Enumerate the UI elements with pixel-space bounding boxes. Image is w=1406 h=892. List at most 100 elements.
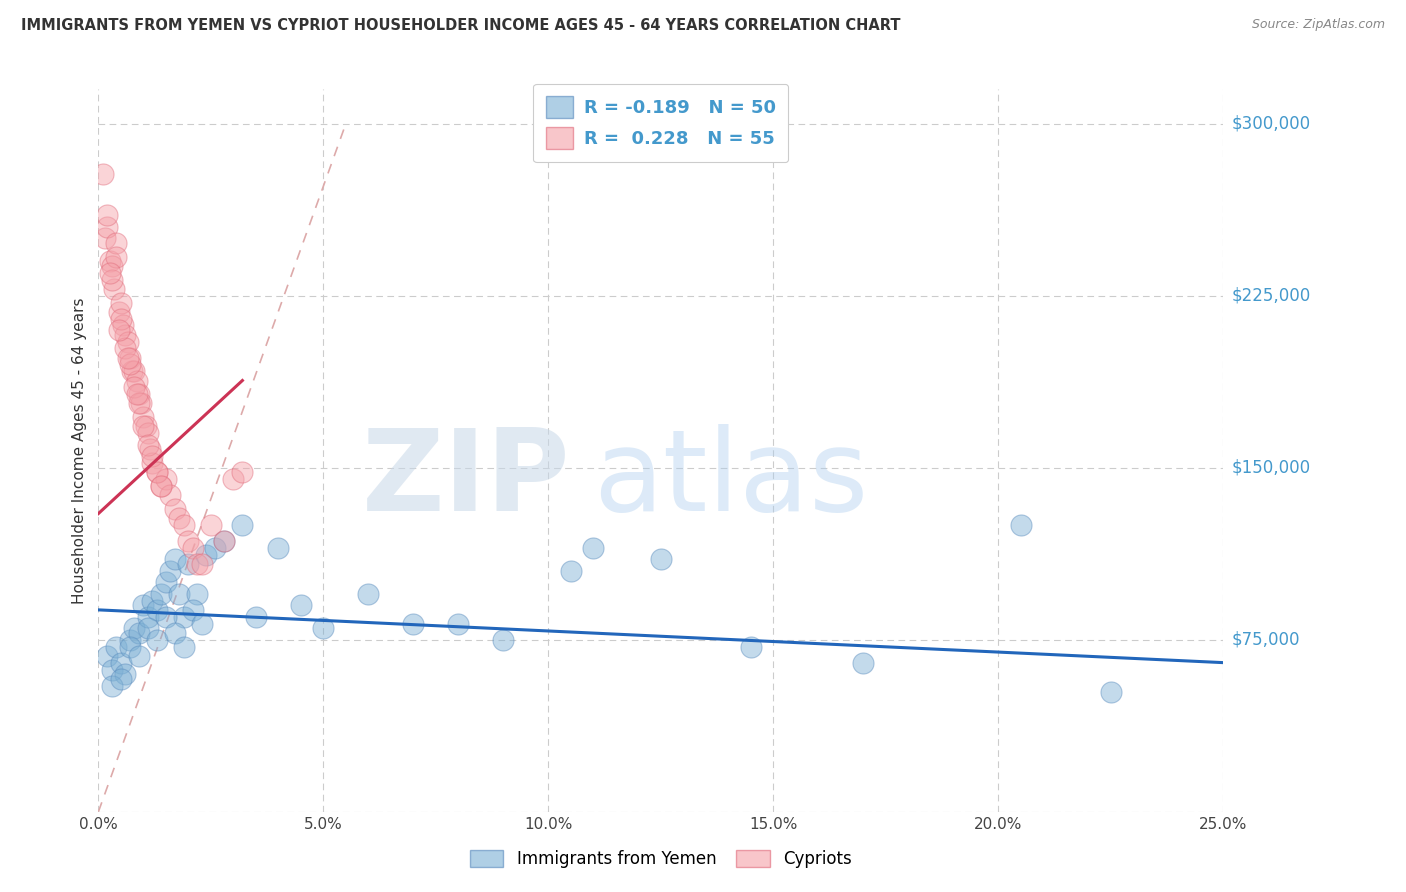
Text: $225,000: $225,000 — [1232, 286, 1310, 305]
Point — [110, 656, 132, 670]
Point — [136, 621, 159, 635]
Point — [107, 323, 129, 337]
Point — [105, 640, 128, 654]
Point — [128, 625, 150, 640]
Point — [146, 632, 169, 647]
Point — [191, 557, 214, 571]
Point — [163, 502, 186, 516]
Point — [118, 640, 141, 654]
Point — [163, 552, 186, 566]
Point — [118, 358, 141, 372]
Point — [159, 564, 181, 578]
Text: Source: ZipAtlas.com: Source: ZipAtlas.com — [1251, 18, 1385, 31]
Point — [101, 679, 124, 693]
Point — [146, 603, 169, 617]
Point — [650, 552, 672, 566]
Point — [125, 374, 148, 388]
Text: $300,000: $300,000 — [1232, 114, 1310, 133]
Point — [173, 640, 195, 654]
Text: $75,000: $75,000 — [1232, 631, 1301, 648]
Point — [136, 609, 159, 624]
Point — [186, 557, 208, 571]
Point — [107, 304, 129, 318]
Point — [146, 465, 169, 479]
Point — [195, 548, 218, 562]
Point — [267, 541, 290, 555]
Point — [135, 419, 157, 434]
Point — [181, 541, 204, 555]
Point — [150, 479, 173, 493]
Point — [231, 518, 253, 533]
Point — [177, 557, 200, 571]
Point — [146, 465, 169, 479]
Point — [740, 640, 762, 654]
Point — [114, 667, 136, 681]
Point — [402, 616, 425, 631]
Point — [128, 648, 150, 663]
Point — [96, 208, 118, 222]
Point — [173, 518, 195, 533]
Point — [124, 621, 146, 635]
Point — [117, 334, 139, 349]
Point — [132, 419, 155, 434]
Point — [204, 541, 226, 555]
Point — [214, 534, 236, 549]
Y-axis label: Householder Income Ages 45 - 64 years: Householder Income Ages 45 - 64 years — [72, 297, 87, 604]
Point — [91, 167, 114, 181]
Point — [136, 438, 159, 452]
Point — [492, 632, 515, 647]
Point — [150, 587, 173, 601]
Point — [155, 575, 177, 590]
Point — [181, 603, 204, 617]
Point — [191, 616, 214, 631]
Point — [312, 621, 335, 635]
Point — [132, 599, 155, 613]
Point — [114, 342, 136, 356]
Point — [128, 387, 150, 401]
Point — [105, 235, 128, 250]
Point — [290, 599, 312, 613]
Point — [186, 587, 208, 601]
Text: ZIP: ZIP — [363, 424, 571, 535]
Point — [129, 396, 152, 410]
Point — [124, 364, 146, 378]
Point — [141, 593, 163, 607]
Point — [163, 625, 186, 640]
Point — [169, 511, 191, 525]
Point — [96, 219, 118, 234]
Point — [1010, 518, 1032, 533]
Point — [214, 534, 236, 549]
Point — [124, 380, 146, 394]
Point — [245, 609, 267, 624]
Point — [222, 472, 245, 486]
Point — [560, 564, 582, 578]
Point — [110, 295, 132, 310]
Point — [150, 479, 173, 493]
Point — [852, 656, 875, 670]
Point — [118, 632, 141, 647]
Point — [118, 351, 141, 365]
Point — [177, 534, 200, 549]
Point — [582, 541, 605, 555]
Point — [169, 587, 191, 601]
Point — [110, 311, 132, 326]
Point — [141, 456, 163, 470]
Legend: R = -0.189   N = 50, R =  0.228   N = 55: R = -0.189 N = 50, R = 0.228 N = 55 — [533, 84, 789, 162]
Point — [136, 426, 159, 441]
Point — [357, 587, 380, 601]
Point — [105, 250, 128, 264]
Text: atlas: atlas — [593, 424, 869, 535]
Point — [173, 609, 195, 624]
Point — [1099, 685, 1122, 699]
Point — [139, 442, 162, 457]
Point — [117, 351, 139, 365]
Point — [110, 672, 132, 686]
Point — [101, 272, 124, 286]
Point — [98, 266, 121, 280]
Point — [94, 231, 117, 245]
Point — [125, 387, 148, 401]
Text: $150,000: $150,000 — [1232, 458, 1310, 476]
Point — [114, 327, 136, 342]
Point — [132, 410, 155, 425]
Point — [96, 648, 118, 663]
